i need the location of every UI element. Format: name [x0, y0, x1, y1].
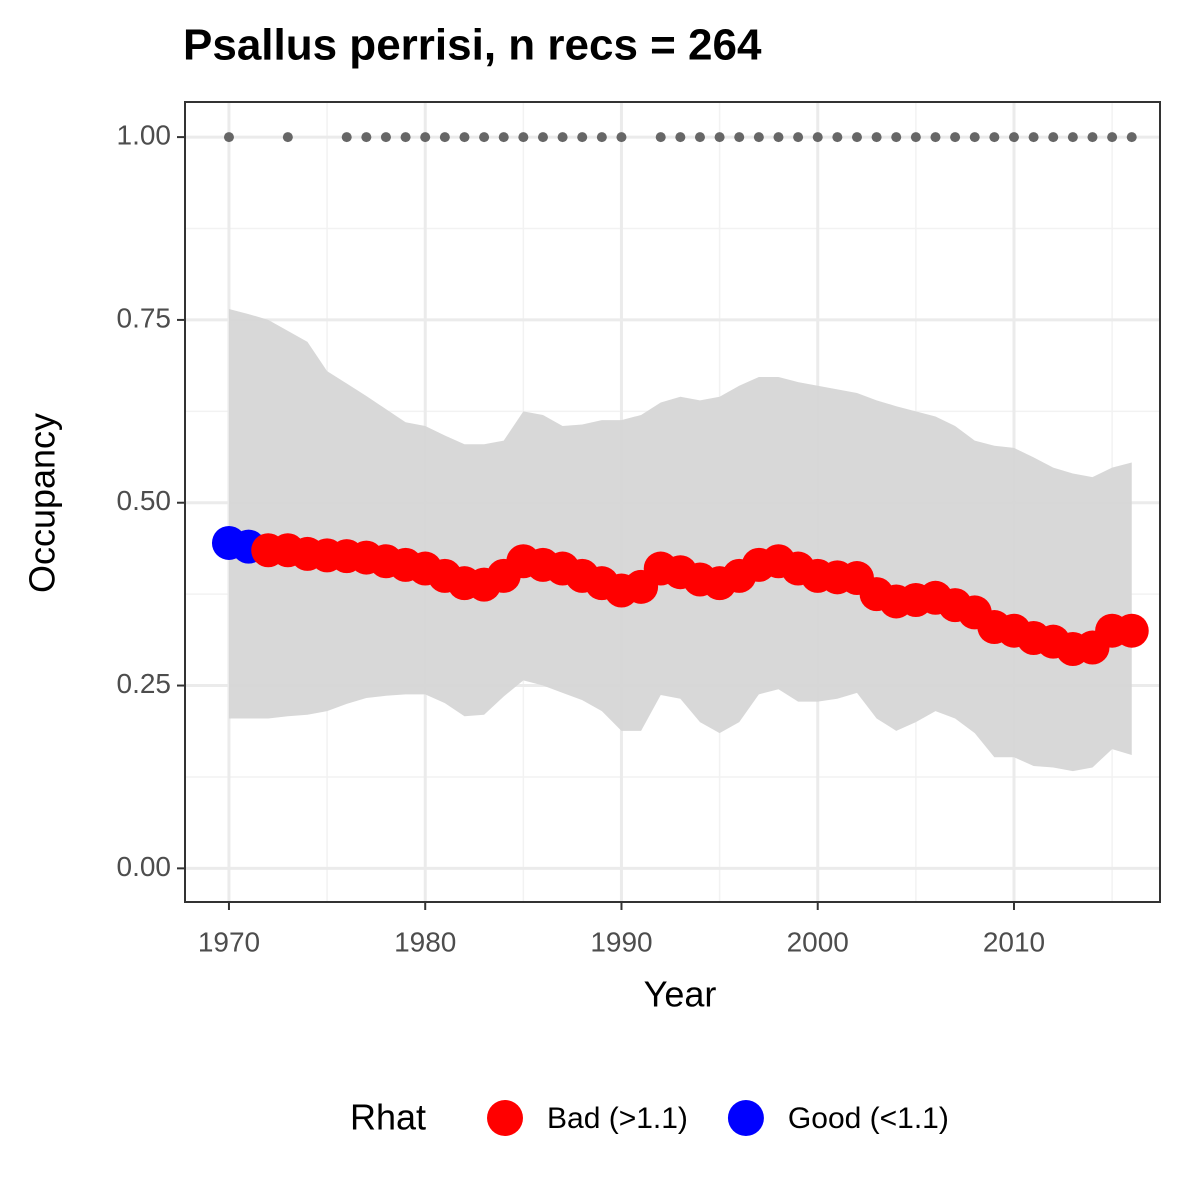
record-dot [812, 132, 823, 143]
record-dot [989, 132, 1000, 143]
credible-interval [228, 308, 1132, 772]
y-axis-title: Occupancy [22, 413, 63, 593]
record-dot [557, 132, 568, 143]
record-dot [714, 132, 725, 143]
record-dot [793, 132, 804, 143]
plot-border [184, 101, 1161, 903]
record-dot [675, 132, 686, 143]
y-tick-label: 1.00 [117, 119, 172, 150]
record-dot [832, 132, 843, 143]
record-dot [1107, 132, 1118, 143]
record-dot [498, 132, 509, 143]
record-dot [851, 132, 862, 143]
record-dot [1008, 132, 1019, 143]
x-tick-label: 1980 [394, 926, 456, 957]
legend-label: Bad (>1.1) [547, 1102, 688, 1135]
chart-title: Psallus perrisi, n recs = 264 [183, 21, 762, 70]
y-tick-label: 0.25 [117, 668, 172, 699]
record-dot [341, 132, 352, 143]
record-dot [577, 132, 588, 143]
x-axis-title: Year [644, 974, 717, 1015]
record-dot [1067, 132, 1078, 143]
record-dot [400, 132, 411, 143]
occupancy-point [1114, 613, 1149, 648]
record-dot [891, 132, 902, 143]
x-tick-label: 2000 [787, 926, 849, 957]
legend-title: Rhat [350, 1097, 426, 1138]
record-dot [1028, 132, 1039, 143]
x-tick-label: 1990 [590, 926, 652, 957]
record-dot [871, 132, 882, 143]
y-tick-label: 0.50 [117, 485, 172, 516]
record-dot [1048, 132, 1059, 143]
record-dot [380, 132, 391, 143]
record-dot [439, 132, 450, 143]
record-dot [1126, 132, 1137, 143]
y-tick-label: 0.00 [117, 851, 172, 882]
record-dot [655, 132, 666, 143]
record-dot [420, 132, 431, 143]
record-dot [773, 132, 784, 143]
record-dot [479, 132, 490, 143]
record-dot [282, 132, 293, 143]
record-dot [1087, 132, 1098, 143]
x-tick-label: 1970 [198, 926, 260, 957]
record-dot [969, 132, 980, 143]
record-dot [537, 132, 548, 143]
record-dot [950, 132, 961, 143]
legend-label: Good (<1.1) [788, 1102, 949, 1135]
record-dot [361, 132, 372, 143]
record-dot [596, 132, 607, 143]
legend-swatch [487, 1100, 523, 1136]
record-dot [734, 132, 745, 143]
y-tick-label: 0.75 [117, 302, 172, 333]
x-tick-label: 2010 [983, 926, 1045, 957]
record-dot [910, 132, 921, 143]
record-dot [694, 132, 705, 143]
legend-swatch [727, 1100, 764, 1136]
record-dot [753, 132, 764, 143]
record-dot [616, 132, 627, 143]
record-dot [223, 132, 234, 143]
record-dot [930, 132, 941, 143]
record-dot [518, 132, 529, 143]
record-dot [459, 132, 470, 143]
